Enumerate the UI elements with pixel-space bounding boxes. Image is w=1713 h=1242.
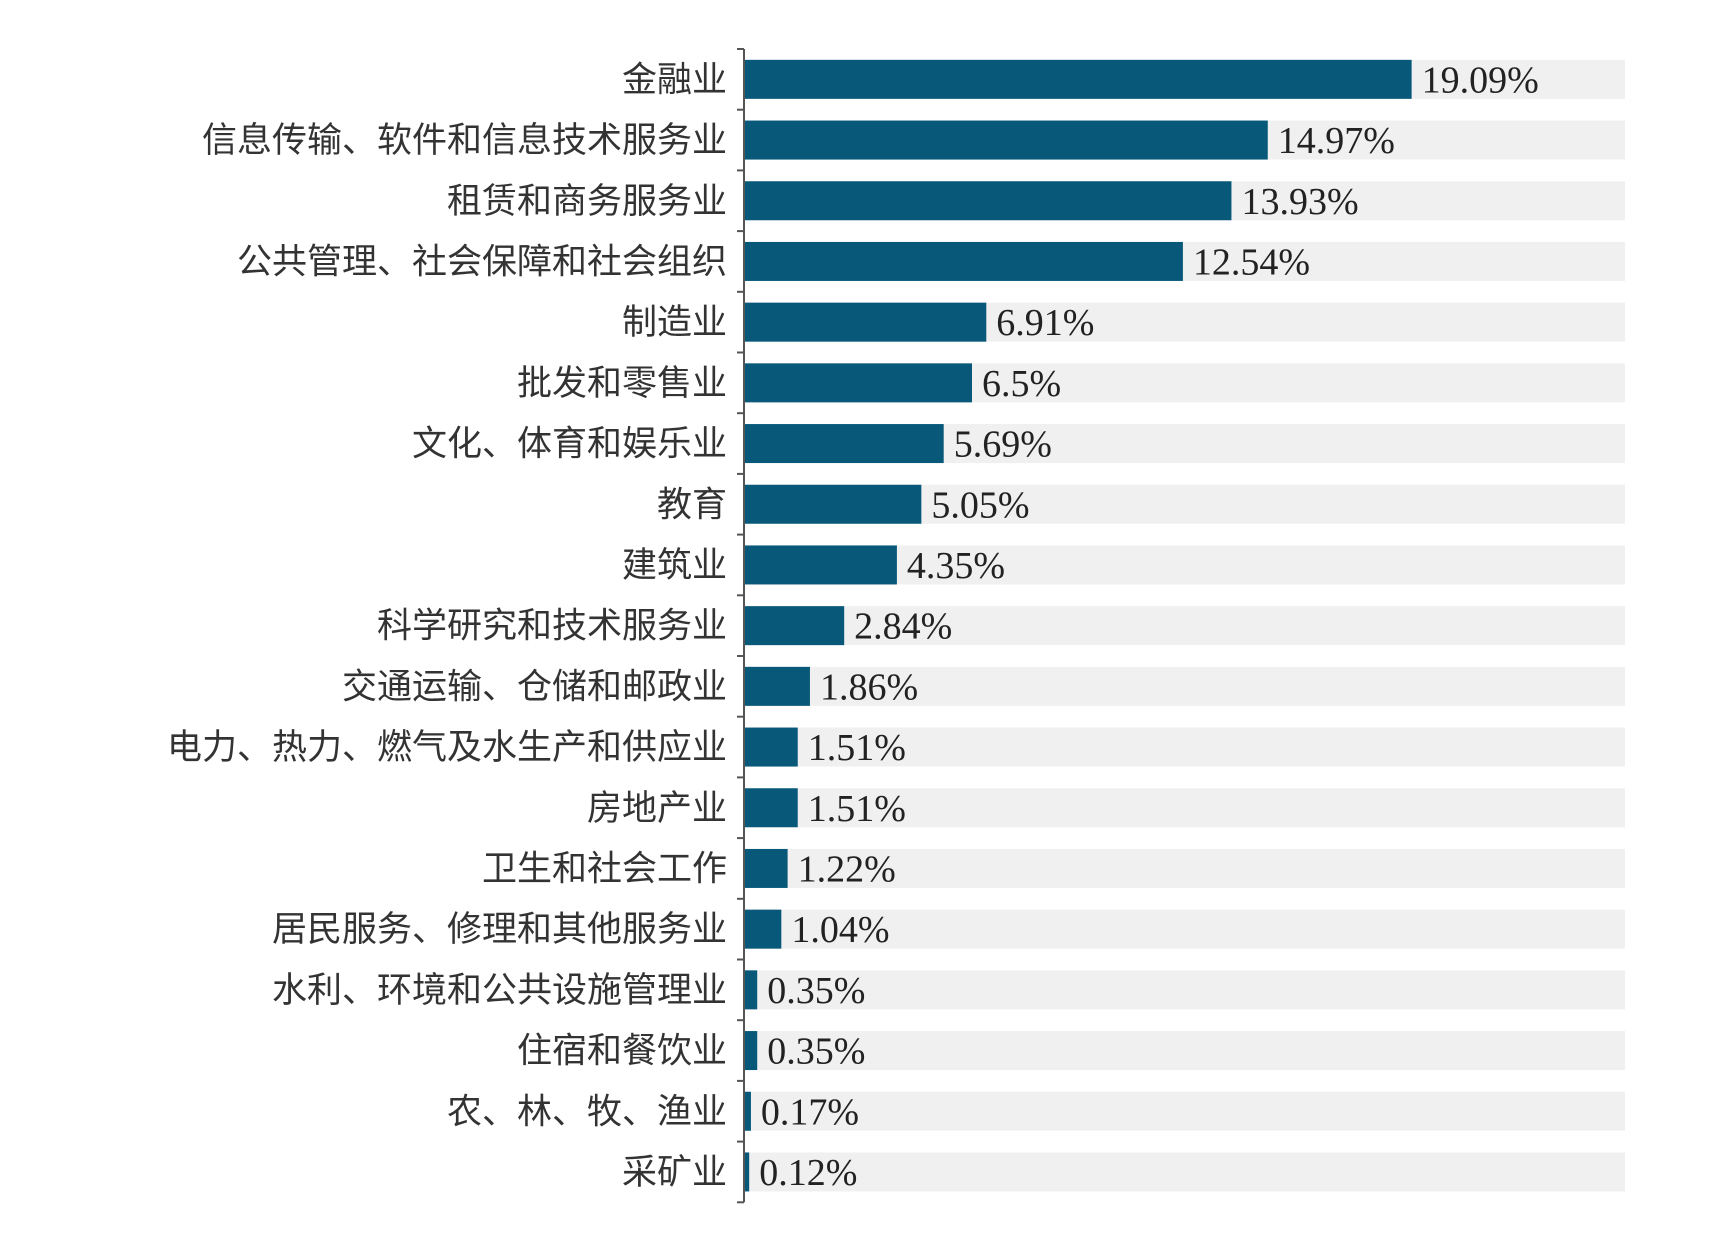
bar [745,848,788,888]
bar [745,181,1232,221]
bar [745,424,944,464]
category-label: 教育 [657,485,727,525]
data-label: 2.84% [854,606,952,648]
data-label: 1.22% [798,848,896,890]
category-label: 公共管理、社会保障和社会组织 [237,242,727,282]
category-label: 房地产业 [587,789,727,829]
data-label: 5.05% [931,484,1029,526]
bar [745,241,1183,281]
data-label: 6.91% [996,302,1094,344]
bar [745,1152,750,1192]
bar [745,302,987,342]
bar [745,1031,758,1071]
category-label: 租赁和商务服务业 [447,182,727,222]
bar-background [745,909,1625,949]
data-label: 6.5% [982,363,1061,405]
bar-background [745,970,1625,1010]
data-label: 12.54% [1193,241,1310,283]
category-label: 建筑业 [622,546,727,586]
bar-background [745,788,1625,828]
data-label: 0.35% [767,1031,865,1073]
data-label: 13.93% [1241,181,1358,223]
category-label: 交通运输、仓储和邮政业 [342,667,727,707]
category-label: 居民服务、修理和其他服务业 [272,910,727,950]
bar [745,606,845,646]
data-label: 0.17% [761,1091,859,1133]
data-label: 1.86% [820,666,918,708]
bar [745,545,897,585]
data-label: 0.35% [767,970,865,1012]
bar-background [745,727,1625,767]
bar [745,788,798,828]
bar-background [745,1152,1625,1192]
data-label: 4.35% [907,545,1005,587]
category-label: 农、林、牧、渔业 [447,1092,727,1132]
data-label: 1.51% [808,727,906,769]
bar [745,727,798,767]
category-label: 住宿和餐饮业 [517,1032,727,1072]
bar-background [745,606,1625,646]
bar-background [745,666,1625,706]
bar [745,59,1412,99]
category-label: 金融业 [622,60,727,100]
category-label: 文化、体育和娱乐业 [412,425,727,465]
category-label: 制造业 [622,303,727,343]
data-label: 5.69% [954,424,1052,466]
bar [745,970,758,1010]
data-label: 1.04% [791,909,889,951]
bar [745,484,922,524]
category-label: 水利、环境和公共设施管理业 [272,971,727,1011]
data-label: 1.51% [808,788,906,830]
bar [745,120,1268,160]
data-label: 14.97% [1278,120,1395,162]
bar-background [745,1091,1625,1131]
bar [745,909,782,949]
bar-background [745,1031,1625,1071]
bar-background [745,848,1625,888]
data-label: 19.09% [1422,59,1539,101]
category-label: 电力、热力、燃气及水生产和供应业 [167,728,727,768]
category-label: 卫生和社会工作 [482,849,727,889]
bar [745,1091,751,1131]
bar [745,666,810,706]
category-label: 采矿业 [622,1153,727,1193]
bar [745,363,972,403]
data-label: 0.12% [759,1152,857,1194]
category-label: 信息传输、软件和信息技术服务业 [202,121,727,161]
category-label: 批发和零售业 [517,364,727,404]
category-label: 科学研究和技术服务业 [377,607,727,647]
